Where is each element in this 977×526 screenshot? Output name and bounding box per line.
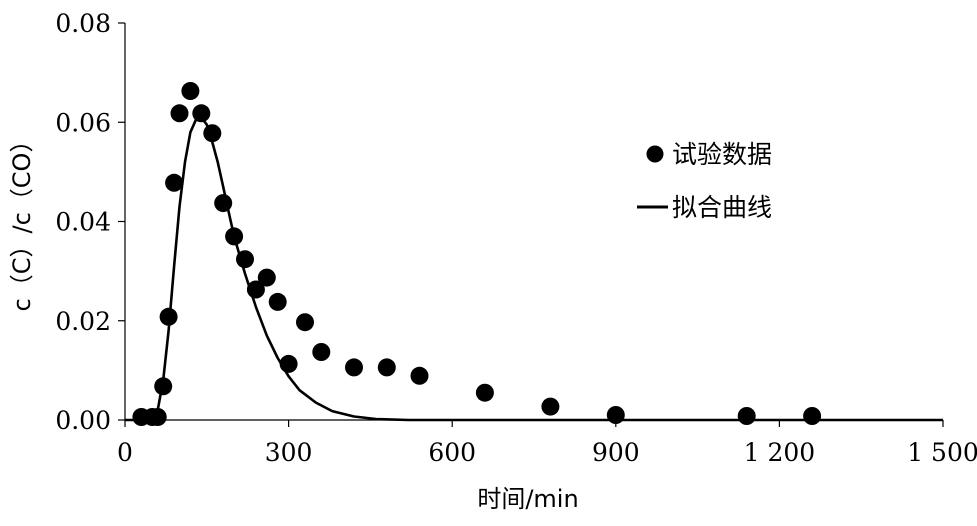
legend-label-fit: 拟合曲线 (672, 193, 772, 222)
legend-marker-data (646, 145, 664, 163)
x-tick-label: 600 (428, 438, 476, 467)
data-point (606, 406, 625, 424)
legend-label-data: 试验数据 (672, 140, 772, 169)
data-point (154, 377, 173, 396)
x-tick-label: 300 (265, 438, 313, 467)
data-point (737, 407, 756, 425)
data-point (165, 173, 184, 192)
data-point (345, 358, 363, 377)
data-point (170, 104, 189, 123)
data-point (296, 313, 314, 332)
data-points-layer (132, 82, 822, 426)
fit-curve-layer (125, 116, 943, 422)
data-point (475, 383, 494, 402)
axes: 0 300 600 900 1 200 1 500 0.00 0.02 0.04 0.06 0.08 (55, 9, 977, 467)
x-tick-label: 1 200 (744, 438, 816, 467)
y-tick-label: 0.06 (55, 108, 111, 137)
y-tick-label: 0.00 (55, 406, 111, 435)
data-point (268, 292, 287, 311)
data-point (236, 250, 254, 269)
data-point (203, 124, 222, 143)
fit-curve-line (125, 116, 943, 422)
y-tick-label: 0.04 (55, 208, 111, 237)
data-point (257, 268, 276, 287)
y-tick-label: 0.02 (55, 307, 111, 336)
data-point (214, 194, 233, 213)
data-point (803, 407, 822, 425)
legend: 试验数据 拟合曲线 (637, 140, 772, 222)
data-point (246, 280, 265, 299)
y-axis-title: c（C）/c（CO） (8, 129, 36, 312)
x-tick-label: 1 500 (907, 438, 977, 467)
data-point (181, 82, 200, 100)
data-point (312, 343, 331, 361)
data-point (192, 104, 211, 123)
x-tick-label: 900 (592, 438, 640, 467)
data-point (159, 307, 178, 326)
x-tick-label: 0 (117, 438, 133, 467)
data-point (279, 354, 298, 373)
y-tick-label: 0.08 (55, 9, 111, 38)
data-point (410, 366, 429, 385)
data-point (225, 227, 244, 246)
data-point (148, 408, 167, 426)
x-axis-title: 时间/min (477, 485, 578, 513)
data-point (377, 358, 396, 377)
data-point (541, 397, 560, 416)
